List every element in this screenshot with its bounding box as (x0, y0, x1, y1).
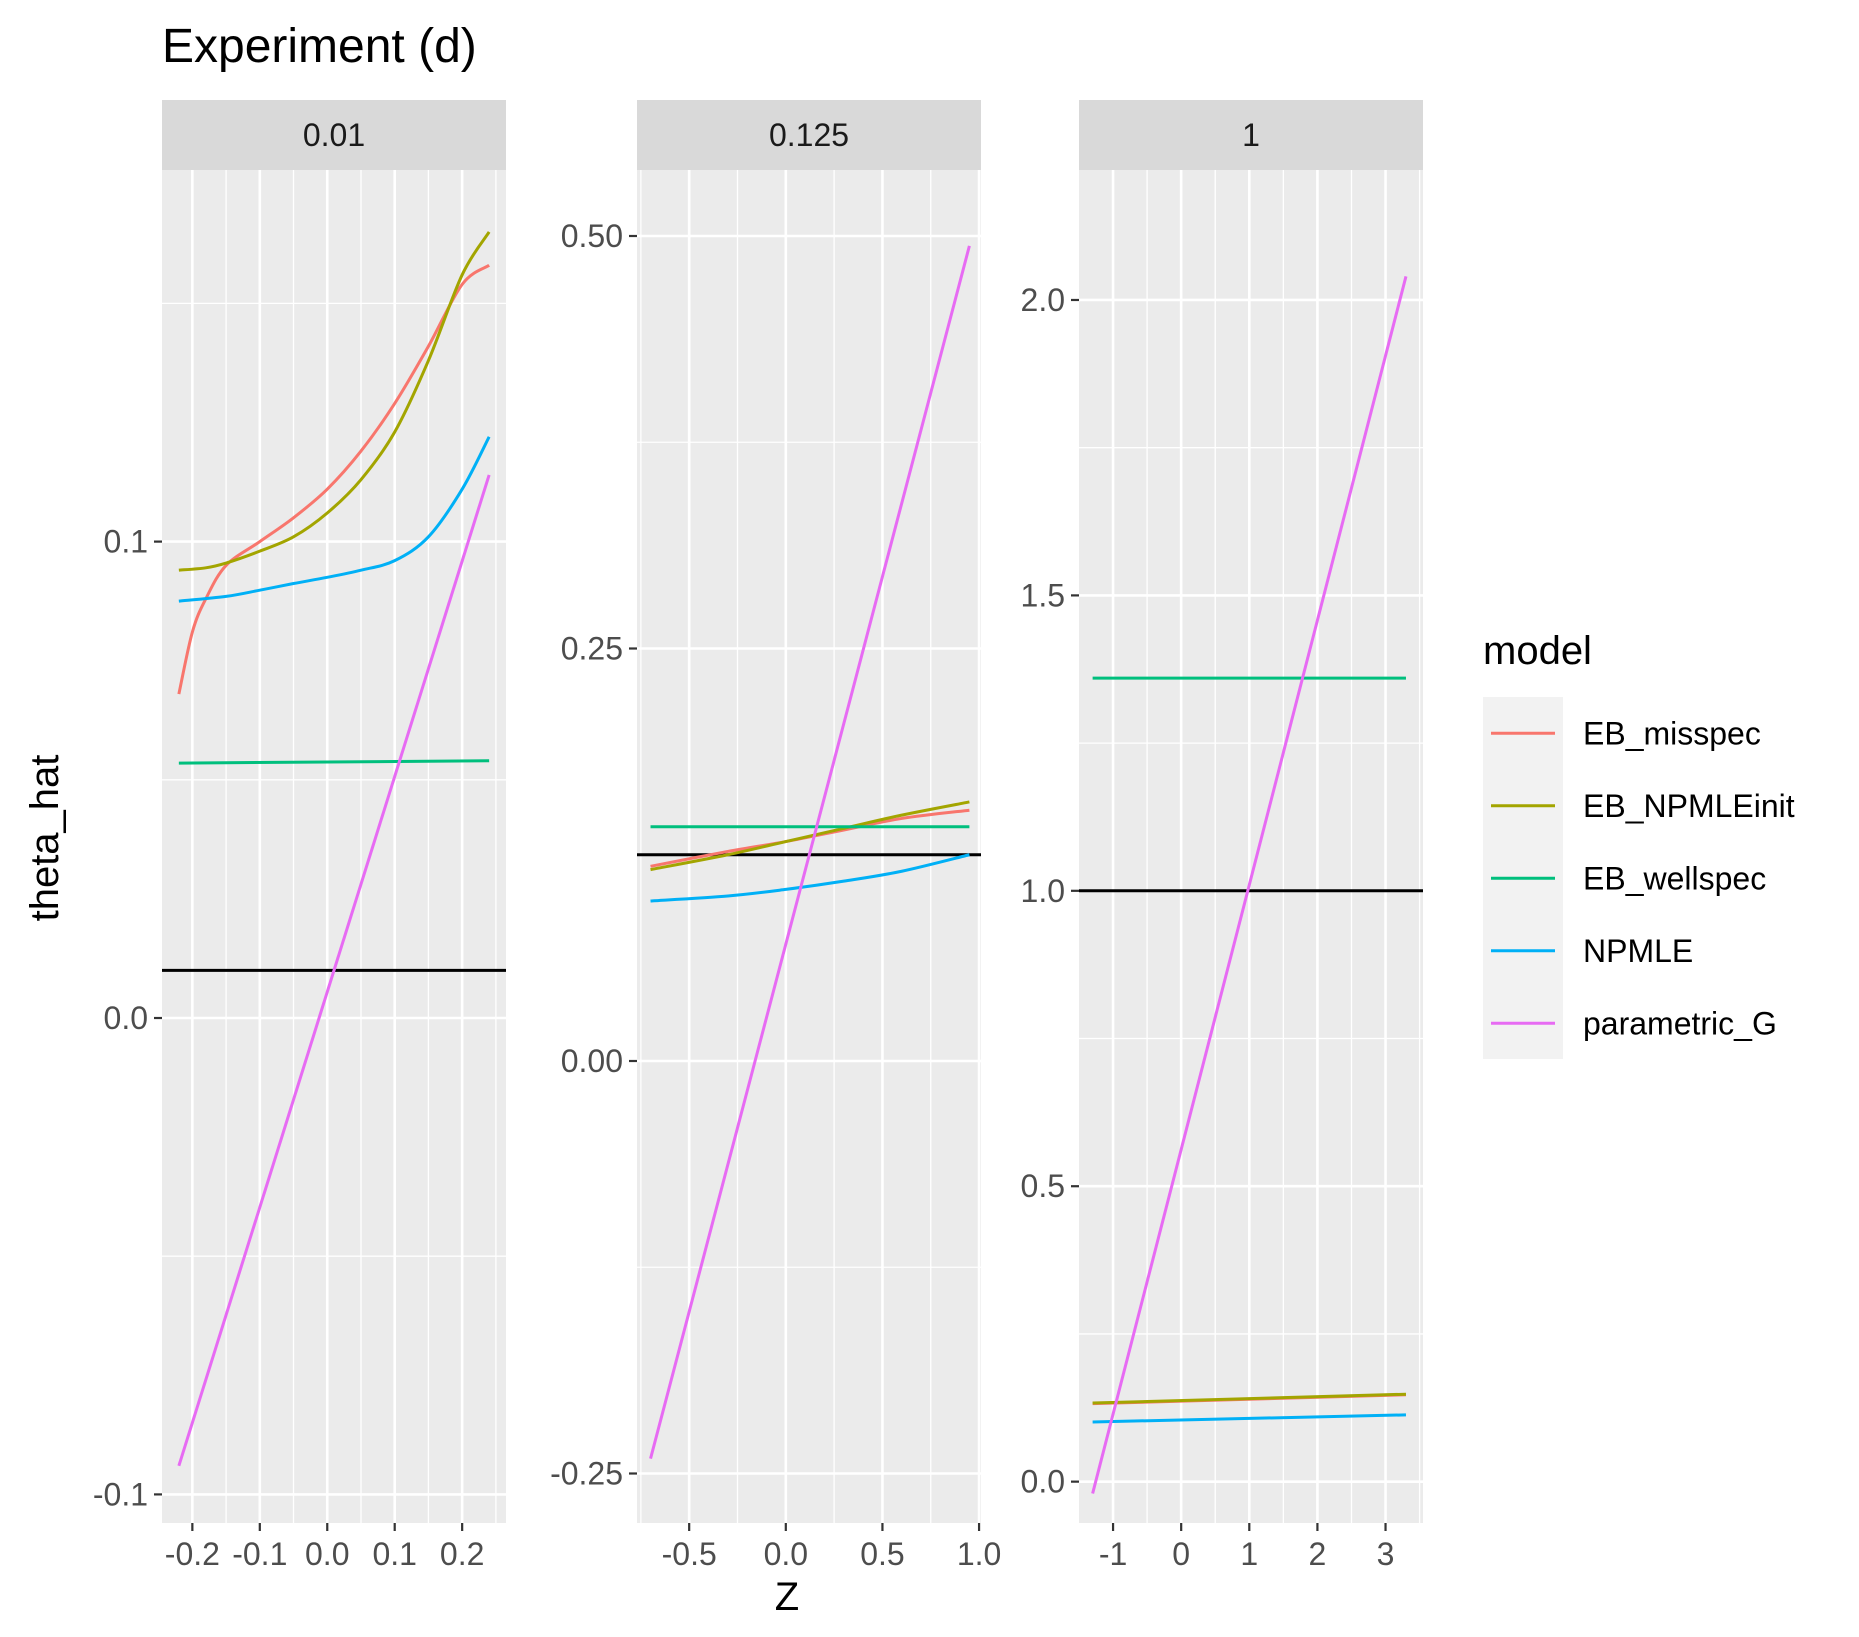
series-line-npmle (178, 436, 491, 603)
legend-entry: NPMLE (1491, 933, 1693, 969)
legend-label: EB_misspec (1583, 715, 1761, 751)
x-tick-label: 2 (1309, 1536, 1327, 1572)
series-line-eb-npmleinit (178, 231, 491, 572)
x-tick-label: 0.5 (860, 1536, 904, 1572)
y-tick-label: -0.1 (93, 1476, 148, 1512)
y-tick-label: 1.0 (1021, 873, 1065, 909)
series-line-npmle (650, 853, 970, 903)
x-tick-label: 1.0 (957, 1536, 1001, 1572)
series-line-eb-wellspec (178, 759, 490, 765)
facet-strip (162, 100, 506, 170)
facet-strip-label: 1 (1242, 117, 1260, 153)
y-tick-label: 0.0 (1021, 1464, 1065, 1500)
legend-entries: EB_misspec EB_NPMLEinit EB_wellspec NPMLE pa… (1491, 715, 1795, 1041)
facet-strip (1079, 100, 1423, 170)
facet-panel-2: 0.125 -0.25 0.00 0.25 0.50 -0.5 0.0 0.5 1.0 (550, 100, 1001, 1572)
y-tick-label: 0.25 (561, 631, 623, 667)
x-tick-label: 3 (1377, 1536, 1395, 1572)
chart-title: Experiment (d) (162, 20, 477, 73)
x-tick-label: 0.0 (305, 1536, 349, 1572)
series-line-eb-npmleinit (1092, 1392, 1407, 1405)
legend-label: EB_NPMLEinit (1583, 788, 1795, 824)
y-axis-title: theta_hat (23, 755, 67, 922)
x-axis-title: Z (775, 1575, 799, 1619)
x-tick-label: 0 (1172, 1536, 1190, 1572)
y-tick-label: 0.00 (561, 1043, 623, 1079)
facet-panel-1: 0.01 -0.1 0.0 0.1 -0.2 -0.1 0.0 0.1 0.2 (93, 100, 506, 1572)
x-tick-label: -0.1 (232, 1536, 287, 1572)
facet-strip (637, 100, 981, 170)
y-tick-label: 0.0 (104, 1000, 148, 1036)
legend-title: model (1483, 629, 1592, 673)
legend-entry: EB_misspec (1491, 715, 1761, 751)
x-tick-label: -0.5 (662, 1536, 717, 1572)
series-line-parametric-g (649, 245, 971, 1460)
legend-label: NPMLE (1583, 933, 1693, 969)
legend-entry: parametric_G (1491, 1005, 1777, 1041)
legend-entry: EB_NPMLEinit (1491, 788, 1795, 824)
legend: model EB_misspec EB_NPMLEinit EB_wellspec N… (1483, 629, 1795, 1059)
facet-panel-3: 1 0.0 0.5 1.0 1.5 2.0 -1 0 1 2 3 (1021, 100, 1423, 1572)
series-line-parametric-g (1091, 275, 1408, 1494)
x-tick-label: -1 (1099, 1536, 1127, 1572)
x-tick-label: 1 (1240, 1536, 1258, 1572)
facet-strip-label: 0.01 (303, 117, 365, 153)
x-tick-label: -0.2 (165, 1536, 220, 1572)
y-tick-label: 0.1 (104, 524, 148, 560)
x-tick-label: 0.1 (372, 1536, 416, 1572)
y-tick-label: 2.0 (1021, 282, 1065, 318)
panel-background (1079, 170, 1423, 1523)
legend-entry: EB_wellspec (1491, 860, 1766, 896)
x-tick-label: 0.0 (764, 1536, 808, 1572)
series-line-parametric-g (177, 474, 491, 1467)
facet-strip-label: 0.125 (769, 117, 849, 153)
y-tick-label: 0.5 (1021, 1168, 1065, 1204)
series-line-npmle (1092, 1413, 1407, 1424)
legend-label: EB_wellspec (1583, 860, 1766, 896)
y-tick-label: 1.5 (1021, 577, 1065, 613)
y-tick-label: -0.25 (550, 1456, 623, 1492)
legend-label: parametric_G (1583, 1005, 1777, 1041)
panel-background (162, 170, 506, 1523)
y-tick-label: 0.50 (561, 218, 623, 254)
x-tick-label: 0.2 (440, 1536, 484, 1572)
facet-panels: 0.01-0.10.00.1-0.2 -0.1 0.0 0.1 0.20.125-0.2… (93, 100, 1423, 1572)
